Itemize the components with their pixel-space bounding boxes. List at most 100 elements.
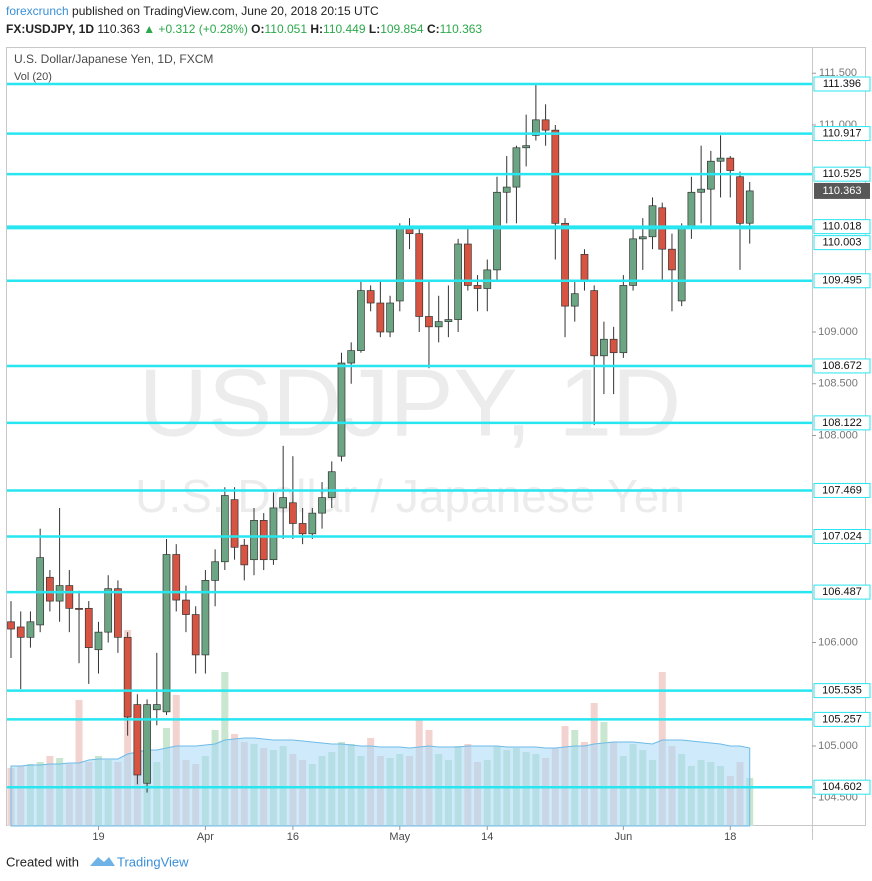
open-label: O: <box>251 22 264 36</box>
x-tick-label: 16 <box>287 831 299 843</box>
watermark-subtitle: U.S. Dollar / Japanese Yen <box>135 470 685 522</box>
header-line: forexcrunch published on TradingView.com… <box>6 4 379 18</box>
level-label: 105.535 <box>822 685 862 697</box>
candle-body <box>648 205 657 238</box>
candle-body <box>230 499 239 548</box>
level-label: 110.018 <box>823 221 862 233</box>
quote-line: FX:USDJPY, 1D 110.363 ▲ +0.312 (+0.28%) … <box>6 22 482 36</box>
candle-body <box>395 228 404 302</box>
candle-body <box>415 233 424 317</box>
candle-body <box>541 119 550 131</box>
candle-body <box>512 147 521 188</box>
candle-body <box>532 119 540 136</box>
level-label-bg <box>813 529 871 545</box>
change: ▲ +0.312 (+0.28%) <box>143 22 248 36</box>
last-price: 110.363 <box>97 22 140 36</box>
symbol: FX:USDJPY, 1D <box>6 22 94 36</box>
x-tick-label: 18 <box>724 831 736 843</box>
level-label: 108.672 <box>822 360 862 372</box>
candle-body <box>677 228 686 302</box>
x-tick-label: 19 <box>92 831 104 843</box>
chart-title: U.S. Dollar/Japanese Yen, 1D, FXCM <box>14 52 213 66</box>
y-tick-label: 109.000 <box>818 326 858 338</box>
tradingview-logo[interactable] <box>90 857 115 866</box>
candle-body <box>493 191 501 271</box>
level-label: 107.469 <box>822 484 862 496</box>
candle-body <box>289 502 297 524</box>
level-label-bg <box>813 482 871 498</box>
level-label: 111.396 <box>823 78 861 90</box>
candle-body <box>425 316 433 328</box>
level-label-bg <box>813 683 871 699</box>
candle-body <box>609 338 618 354</box>
level-label: 104.602 <box>822 781 862 793</box>
y-tick-label: 105.000 <box>818 740 858 752</box>
candle-body <box>162 554 171 713</box>
candle-body <box>697 188 705 193</box>
level-label: 109.495 <box>822 275 862 287</box>
level-label-bg <box>813 415 871 431</box>
candle-body <box>687 191 696 229</box>
level-label-bg <box>813 126 871 142</box>
low-value: 109.854 <box>380 22 424 36</box>
candle-body <box>483 269 492 289</box>
level-label: 106.487 <box>822 586 862 598</box>
level-label-bg <box>813 235 871 251</box>
candle-body <box>600 338 608 357</box>
candle-body <box>668 248 676 271</box>
candle-body <box>220 495 229 563</box>
level-label: 110.003 <box>823 237 862 249</box>
candle-body <box>75 607 83 610</box>
candle-body <box>114 588 122 638</box>
level-label-bg <box>813 273 871 289</box>
level-label-bg <box>813 166 871 182</box>
candle-body <box>386 302 394 333</box>
footer-created: Created with <box>6 854 79 869</box>
level-label-bg <box>813 219 871 235</box>
level-label-bg <box>813 711 871 727</box>
plot <box>7 83 754 827</box>
candle-body <box>473 285 482 289</box>
level-label-bg <box>813 76 871 92</box>
candle-body <box>259 520 268 561</box>
candle-body <box>629 238 637 286</box>
candle-body <box>376 302 385 333</box>
candle-body <box>522 145 531 149</box>
candle-body <box>123 636 132 718</box>
candle-body <box>590 290 599 357</box>
y-tick-label: 111.500 <box>819 67 857 79</box>
high-label: H: <box>310 22 323 36</box>
x-tick-label: 14 <box>481 831 493 843</box>
candle-body <box>211 561 219 581</box>
candle-body <box>561 222 569 307</box>
level-label: 107.024 <box>822 530 862 542</box>
candle-body <box>298 523 307 535</box>
candle-body <box>736 176 744 224</box>
candle-body <box>638 236 647 240</box>
candle-body <box>570 293 579 307</box>
published: published on TradingView.com, June 20, 2… <box>72 4 379 18</box>
footer-brand[interactable]: TradingView <box>117 854 189 869</box>
candle-body <box>357 290 365 351</box>
candle-body <box>502 186 511 193</box>
x-tick-label: Jun <box>614 831 632 843</box>
candle-body <box>551 129 560 224</box>
x-tick-label: Apr <box>197 831 214 843</box>
level-label: 108.122 <box>822 417 862 429</box>
candle-body <box>726 157 735 171</box>
candle-body <box>84 607 93 649</box>
candle-body <box>619 285 628 354</box>
y-tick-label: 106.000 <box>818 636 858 648</box>
level-label-bg <box>813 358 871 374</box>
candle-body <box>152 704 161 711</box>
level-label: 105.257 <box>822 713 862 725</box>
candle-body <box>580 254 589 281</box>
volume-label: Vol (20) <box>14 71 52 83</box>
level-label: 110.525 <box>823 168 862 180</box>
candle-body <box>133 704 142 776</box>
candle-body <box>318 497 326 514</box>
candle-body <box>94 631 103 651</box>
candle-body <box>16 626 25 638</box>
publisher[interactable]: forexcrunch <box>6 4 69 18</box>
